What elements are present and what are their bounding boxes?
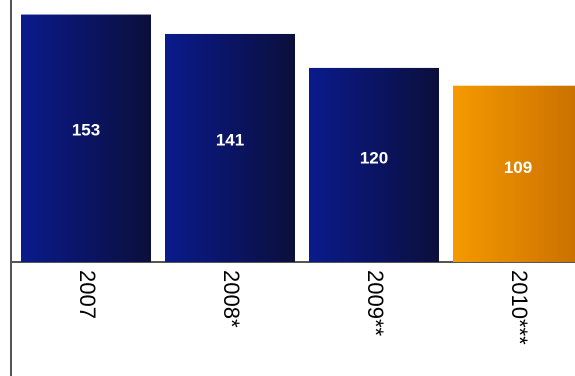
x-tick-label-2007: 2007 <box>75 270 100 319</box>
data-label-2008: 141 <box>216 131 244 150</box>
data-labels-group: 153 141 120 109 <box>72 120 532 177</box>
x-tick-label-2009: 2009** <box>363 270 388 337</box>
data-label-2010: 109 <box>504 158 532 177</box>
bar-2008 <box>165 33 295 262</box>
data-label-2009: 120 <box>360 149 388 168</box>
bar-2007 <box>21 14 151 262</box>
x-tick-label-2010: 2010*** <box>507 270 532 345</box>
bar-2009 <box>309 67 439 262</box>
bar-2010 <box>453 85 575 262</box>
x-tick-label-2008: 2008* <box>219 270 244 328</box>
data-label-2007: 153 <box>72 120 100 139</box>
x-tick-labels-group: 2007 2008* 2009** 2010*** <box>75 270 532 345</box>
bars-group <box>21 14 575 262</box>
